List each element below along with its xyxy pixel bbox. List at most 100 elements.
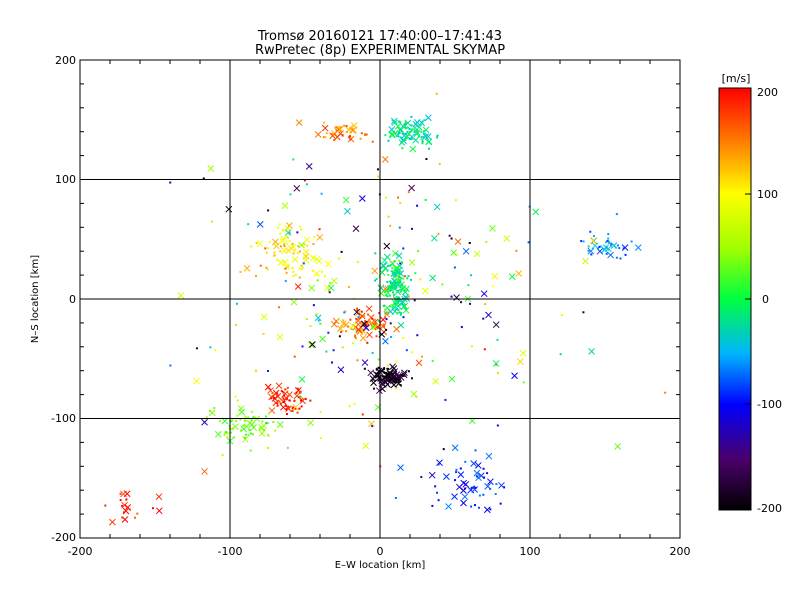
data-point-cross [286, 391, 293, 399]
data-point-dot [438, 162, 441, 165]
data-point-dot [387, 215, 390, 218]
data-point-dot [228, 424, 231, 427]
data-point-dot [384, 312, 387, 315]
data-point-cross [389, 363, 397, 371]
data-point-dot [413, 299, 416, 302]
data-point-dot [344, 310, 347, 313]
data-point-dot [169, 364, 172, 367]
data-point-cross [392, 264, 400, 272]
data-point-dot [377, 358, 380, 361]
data-point-dot [398, 379, 401, 382]
data-point-cross [360, 328, 367, 336]
data-point-dot [226, 432, 229, 435]
data-point-cross [467, 486, 475, 494]
data-point-cross [382, 337, 389, 345]
data-point-dot [340, 331, 343, 334]
data-point-dot [391, 260, 394, 263]
data-point-dot [396, 378, 399, 381]
data-point-cross [485, 452, 493, 460]
data-point-cross [361, 359, 369, 366]
data-point-dot [396, 278, 399, 281]
data-point-dot [408, 137, 411, 140]
data-point-dot [341, 134, 344, 137]
data-point-dot [375, 335, 378, 338]
data-point-cross [366, 331, 373, 339]
data-point-cross [303, 236, 311, 244]
data-point-cross [279, 237, 286, 245]
data-point-cross [402, 306, 410, 314]
data-point-dot [349, 318, 352, 321]
data-point-cross [268, 393, 275, 401]
data-point-cross [421, 287, 429, 295]
data-point-dot [522, 381, 525, 384]
data-point-dot [296, 387, 299, 390]
data-point-dot [224, 430, 227, 433]
data-point-dot [338, 125, 341, 128]
data-point-dot [279, 250, 282, 253]
data-point-dot [392, 378, 395, 381]
data-point-cross [621, 244, 629, 251]
data-point-dot [474, 504, 477, 507]
data-point-dot [410, 377, 413, 380]
data-point-dot [402, 304, 405, 307]
data-point-dot [236, 414, 239, 417]
data-point-dot [244, 433, 247, 436]
y-tick-labels: -200 -100 0 100 200 [51, 54, 76, 544]
data-point-cross [258, 430, 266, 437]
data-point-dot [248, 429, 251, 432]
data-point-cross [415, 359, 423, 367]
data-point-dot [395, 272, 398, 275]
data-point-dot [401, 147, 404, 150]
data-point-cross [359, 334, 367, 342]
data-point-cross [288, 245, 295, 252]
data-point-cross [225, 205, 233, 213]
data-point-dot [400, 277, 403, 280]
data-point-dot [374, 279, 377, 282]
data-point-dot [395, 301, 398, 304]
data-point-dot [598, 245, 601, 248]
data-point-dot [614, 246, 617, 249]
data-point-dot [382, 304, 385, 307]
data-point-dot [401, 374, 404, 377]
data-point-cross [589, 237, 597, 245]
data-point-cross [344, 207, 351, 215]
data-point-dot [229, 431, 232, 434]
data-point-dot [383, 291, 386, 294]
data-point-dot [264, 415, 267, 418]
data-point-dot [300, 264, 303, 267]
data-point-dot [389, 322, 392, 325]
data-point-cross [424, 114, 432, 122]
data-point-dot [247, 223, 250, 226]
data-point-dot [235, 302, 238, 305]
data-point-cross [484, 483, 492, 490]
data-point-dot [397, 120, 400, 123]
data-point-dot [282, 397, 285, 400]
data-point-dot [366, 323, 369, 326]
data-point-dot [125, 498, 128, 501]
data-point-dot [399, 201, 402, 204]
data-point-cross [451, 444, 459, 452]
data-point-cross [193, 377, 200, 385]
data-point-dot [342, 319, 345, 322]
data-point-dot [294, 273, 297, 276]
data-point-dot [390, 288, 393, 291]
data-point-dot [371, 425, 374, 428]
data-point-dot [470, 274, 473, 277]
data-point-dot [366, 313, 369, 316]
data-point-cross [508, 273, 516, 280]
data-point-dot [460, 301, 463, 304]
y-tick-label: 100 [55, 173, 76, 186]
data-point-dot [319, 411, 322, 414]
data-point-dot [361, 413, 364, 416]
data-point-dot [407, 275, 410, 278]
data-point-dot [397, 308, 400, 311]
data-point-cross [123, 490, 131, 498]
data-point-dot [384, 196, 387, 199]
data-point-dot [375, 277, 378, 280]
data-point-dot [450, 237, 453, 240]
data-point-cross [358, 312, 366, 320]
data-point-cross [362, 324, 370, 332]
data-point-cross [248, 421, 256, 428]
data-point-cross [309, 341, 316, 348]
data-point-dot [428, 147, 431, 150]
